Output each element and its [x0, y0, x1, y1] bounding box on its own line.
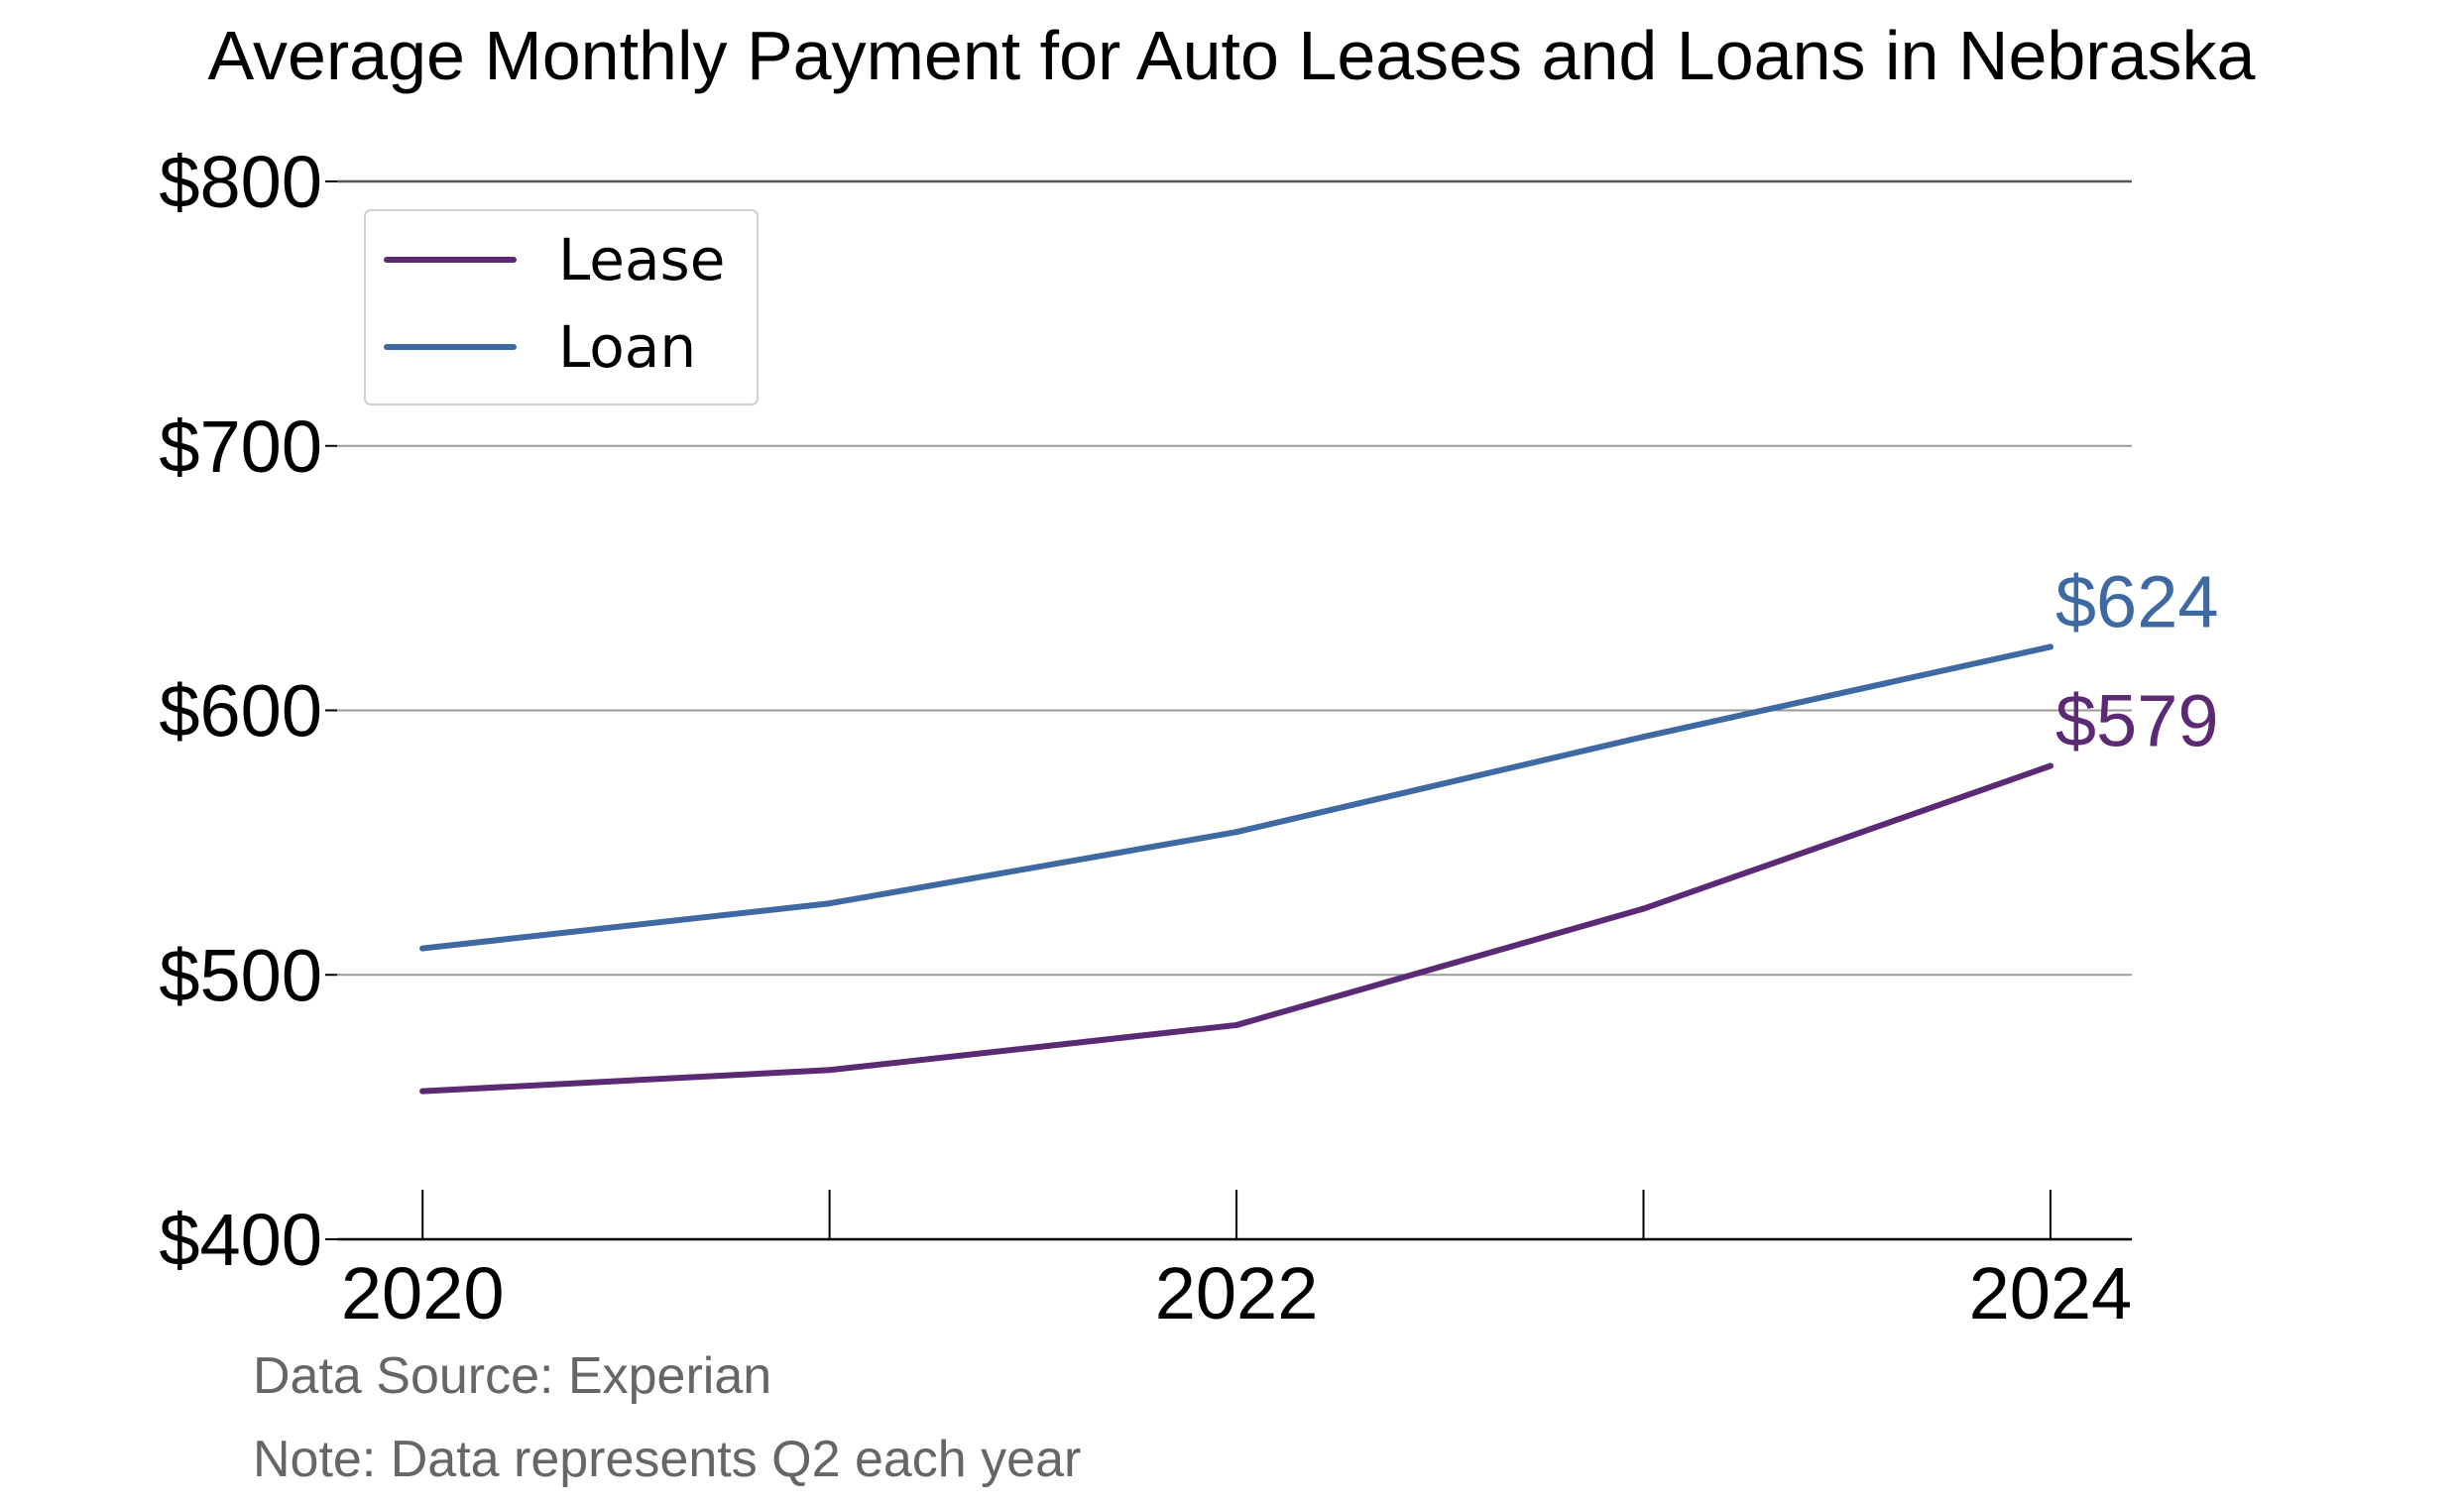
loan-point-2023 — [1640, 734, 1647, 741]
loan-line — [419, 643, 2053, 952]
data-source-note: Data Source: Experian — [253, 1347, 771, 1405]
y-tick-label-700: $700 — [159, 405, 322, 488]
loan-end-label: $624 — [2055, 560, 2219, 642]
lease-point-2020 — [419, 1088, 426, 1095]
lease-end-label: $579 — [2055, 680, 2219, 762]
legend-label-lease: Lease — [558, 226, 725, 293]
series-lines — [419, 643, 2053, 1095]
loan-point-2024 — [2047, 643, 2053, 650]
lease-point-2024 — [2047, 762, 2053, 769]
y-tick-label-600: $600 — [159, 670, 322, 752]
legend-label-loan: Loan — [558, 313, 696, 381]
notes: Data Source: Experian Note: Data represen… — [253, 1347, 1081, 1488]
x-tick-label-2020: 2020 — [341, 1252, 505, 1334]
grid-lines — [337, 179, 2132, 977]
lease-point-2022 — [1233, 1021, 1240, 1028]
loan-point-2021 — [826, 900, 833, 907]
y-tick-label-800: $800 — [159, 141, 322, 223]
loan-point-2022 — [1233, 829, 1240, 836]
chart-title: Average Monthly Payment for Auto Leases … — [208, 17, 2256, 94]
legend: Lease Loan — [364, 209, 759, 405]
y-tick-label-400: $400 — [159, 1199, 322, 1281]
lease-line — [419, 762, 2053, 1095]
axes: $400 $500 $600 $700 $800 2020 2022 2024 — [159, 141, 2132, 1334]
loan-point-2020 — [419, 945, 426, 952]
lease-point-2023 — [1640, 905, 1647, 912]
x-tick-label-2024: 2024 — [1969, 1252, 2133, 1334]
end-labels: $579 $624 — [2055, 560, 2219, 761]
x-tick-label-2022: 2022 — [1155, 1252, 1319, 1334]
lease-point-2021 — [826, 1067, 833, 1074]
data-note: Note: Data represents Q2 each year — [253, 1431, 1081, 1488]
y-tick-label-500: $500 — [159, 934, 322, 1016]
